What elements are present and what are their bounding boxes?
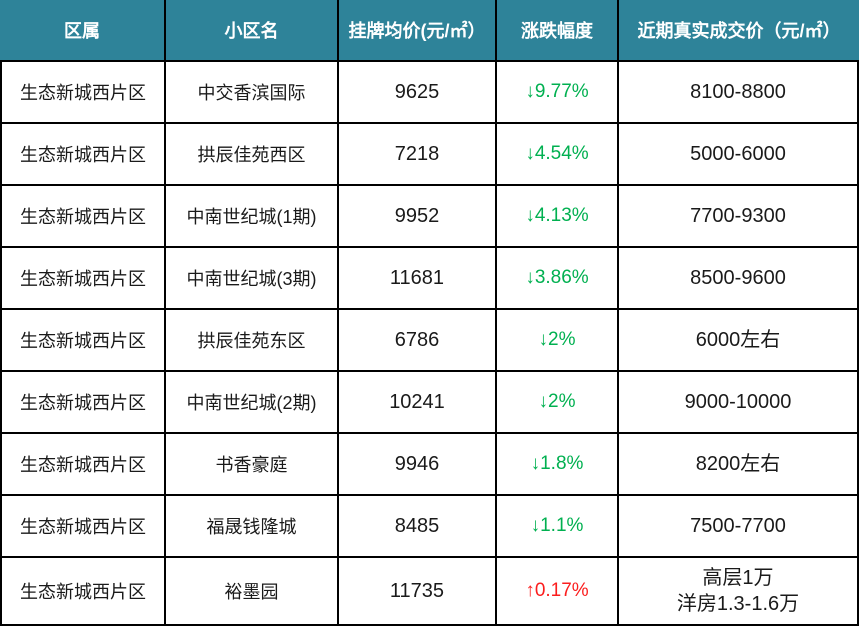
cell-change: ↓9.77% <box>497 62 619 124</box>
cell-community: 拱辰佳苑西区 <box>166 124 339 186</box>
cell-deal-price: 8500-9600 <box>619 248 859 310</box>
cell-avg-price: 9946 <box>339 434 497 496</box>
cell-deal-price: 8100-8800 <box>619 62 859 124</box>
table-row: 生态新城西片区 拱辰佳苑西区 7218 ↓4.54% 5000-6000 <box>0 124 859 186</box>
cell-avg-price: 11735 <box>339 558 497 626</box>
cell-avg-price: 9625 <box>339 62 497 124</box>
cell-community: 中交香滨国际 <box>166 62 339 124</box>
cell-district: 生态新城西片区 <box>0 248 166 310</box>
table-row: 生态新城西片区 拱辰佳苑东区 6786 ↓2% 6000左右 <box>0 310 859 372</box>
header-cell-district: 区属 <box>0 0 166 62</box>
cell-change: ↓2% <box>497 310 619 372</box>
table-row: 生态新城西片区 裕墨园 11735 ↑0.17% 高层1万 洋房1.3-1.6万 <box>0 558 859 626</box>
cell-community: 中南世纪城(2期) <box>166 372 339 434</box>
cell-community: 拱辰佳苑东区 <box>166 310 339 372</box>
cell-district: 生态新城西片区 <box>0 310 166 372</box>
cell-deal-price: 高层1万 洋房1.3-1.6万 <box>619 558 859 626</box>
cell-deal-price: 9000-10000 <box>619 372 859 434</box>
cell-community: 书香豪庭 <box>166 434 339 496</box>
cell-change: ↓3.86% <box>497 248 619 310</box>
header-cell-community: 小区名 <box>166 0 339 62</box>
cell-district: 生态新城西片区 <box>0 372 166 434</box>
cell-avg-price: 11681 <box>339 248 497 310</box>
cell-community: 福晟钱隆城 <box>166 496 339 558</box>
cell-avg-price: 7218 <box>339 124 497 186</box>
cell-avg-price: 10241 <box>339 372 497 434</box>
cell-deal-price: 7700-9300 <box>619 186 859 248</box>
header-cell-change: 涨跌幅度 <box>497 0 619 62</box>
cell-community: 中南世纪城(3期) <box>166 248 339 310</box>
table-row: 生态新城西片区 书香豪庭 9946 ↓1.8% 8200左右 <box>0 434 859 496</box>
cell-change: ↓2% <box>497 372 619 434</box>
cell-change: ↓1.1% <box>497 496 619 558</box>
cell-change: ↓4.13% <box>497 186 619 248</box>
cell-avg-price: 6786 <box>339 310 497 372</box>
table-row: 生态新城西片区 中南世纪城(1期) 9952 ↓4.13% 7700-9300 <box>0 186 859 248</box>
cell-community: 裕墨园 <box>166 558 339 626</box>
header-cell-avg-price: 挂牌均价(元/㎡） <box>339 0 497 62</box>
table-row: 生态新城西片区 中交香滨国际 9625 ↓9.77% 8100-8800 <box>0 62 859 124</box>
cell-district: 生态新城西片区 <box>0 434 166 496</box>
cell-change: ↓4.54% <box>497 124 619 186</box>
cell-district: 生态新城西片区 <box>0 558 166 626</box>
cell-district: 生态新城西片区 <box>0 62 166 124</box>
cell-deal-price: 6000左右 <box>619 310 859 372</box>
cell-district: 生态新城西片区 <box>0 496 166 558</box>
cell-district: 生态新城西片区 <box>0 124 166 186</box>
cell-change: ↑0.17% <box>497 558 619 626</box>
cell-district: 生态新城西片区 <box>0 186 166 248</box>
cell-avg-price: 8485 <box>339 496 497 558</box>
table-row: 生态新城西片区 中南世纪城(3期) 11681 ↓3.86% 8500-9600 <box>0 248 859 310</box>
header-cell-deal-price: 近期真实成交价（元/㎡） <box>619 0 859 62</box>
table-header-row: 区属 小区名 挂牌均价(元/㎡） 涨跌幅度 近期真实成交价（元/㎡） <box>0 0 859 62</box>
table-row: 生态新城西片区 福晟钱隆城 8485 ↓1.1% 7500-7700 <box>0 496 859 558</box>
cell-deal-price: 5000-6000 <box>619 124 859 186</box>
cell-deal-price: 7500-7700 <box>619 496 859 558</box>
cell-deal-price: 8200左右 <box>619 434 859 496</box>
cell-avg-price: 9952 <box>339 186 497 248</box>
cell-community: 中南世纪城(1期) <box>166 186 339 248</box>
table-row: 生态新城西片区 中南世纪城(2期) 10241 ↓2% 9000-10000 <box>0 372 859 434</box>
cell-change: ↓1.8% <box>497 434 619 496</box>
